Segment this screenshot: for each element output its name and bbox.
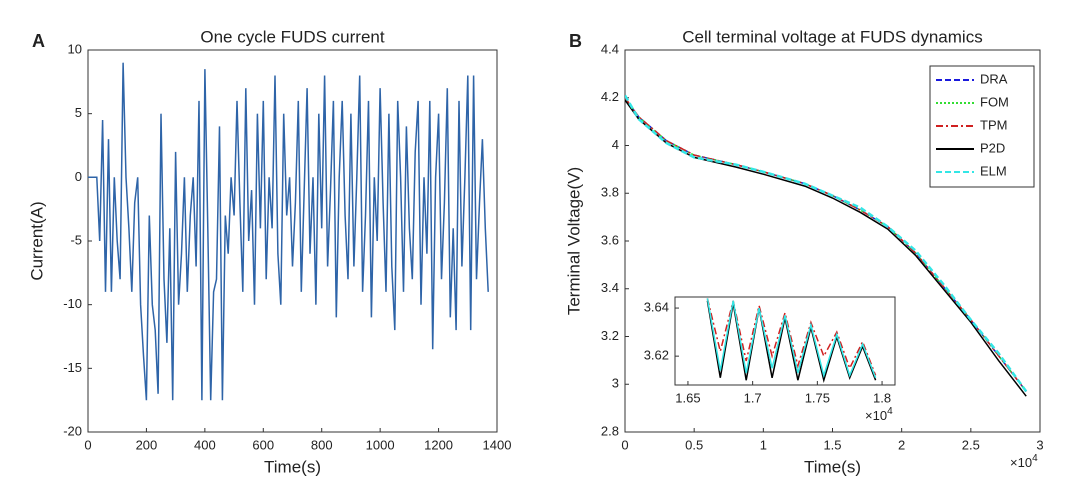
- y-tick-label: 0: [75, 169, 82, 184]
- y-tick-label: 4.2: [601, 89, 619, 104]
- y-tick-label: 10: [68, 41, 82, 56]
- legend-label: ELM: [980, 163, 1007, 178]
- panel-label: B: [569, 31, 582, 51]
- y-tick-label: 3.62: [644, 348, 669, 363]
- y-tick-label: -5: [70, 232, 82, 247]
- y-tick-label: 3.4: [601, 280, 619, 295]
- x-tick-label: 1.65: [675, 390, 700, 405]
- plot-area: [674, 296, 896, 386]
- x-multiplier-base: ×10: [1010, 455, 1032, 470]
- x-tick-label: 200: [136, 437, 158, 452]
- y-tick-label: 3.64: [644, 299, 669, 314]
- series-line: [625, 94, 1028, 393]
- x-tick-label: 1: [760, 437, 767, 452]
- y-tick-label: 3.2: [601, 328, 619, 343]
- legend-label: FOM: [980, 94, 1009, 109]
- x-tick-label: 400: [194, 437, 216, 452]
- x-axis-label: Time(s): [804, 457, 861, 476]
- x-axis-label: Time(s): [264, 457, 321, 476]
- x-tick-label: 3: [1036, 437, 1043, 452]
- x-tick-label: 2.5: [962, 437, 980, 452]
- y-tick-label: 4.4: [601, 41, 619, 56]
- x-tick-label: 0.5: [685, 437, 703, 452]
- x-multiplier-exponent: 4: [887, 406, 893, 417]
- x-tick-label: 1000: [366, 437, 395, 452]
- x-tick-label: 800: [311, 437, 333, 452]
- x-multiplier-exponent: 4: [1032, 453, 1038, 464]
- x-multiplier: ×104: [1010, 453, 1038, 471]
- y-tick-label: -20: [63, 423, 82, 438]
- x-tick-label: 1.7: [744, 390, 762, 405]
- y-tick-label: 3.6: [601, 232, 619, 247]
- x-tick-label: 1400: [483, 437, 512, 452]
- y-tick-label: 3.8: [601, 185, 619, 200]
- series-line: [706, 298, 877, 379]
- legend-label: P2D: [980, 140, 1005, 155]
- legend-label: TPM: [980, 117, 1007, 132]
- chart-title: Cell terminal voltage at FUDS dynamics: [682, 27, 982, 46]
- y-tick-label: -15: [63, 360, 82, 375]
- x-tick-label: 1.8: [873, 390, 891, 405]
- y-tick-label: 4: [612, 137, 619, 152]
- y-axis-label: Current(A): [27, 201, 46, 280]
- x-tick-label: 1.5: [823, 437, 841, 452]
- legend-label: DRA: [980, 71, 1008, 86]
- x-tick-label: 1.75: [805, 390, 830, 405]
- x-tick-label: 0: [84, 437, 91, 452]
- x-tick-label: 1200: [424, 437, 453, 452]
- y-axis-label: Terminal Voltage(V): [564, 167, 583, 315]
- chart-title: One cycle FUDS current: [200, 27, 384, 46]
- y-tick-label: 3: [612, 376, 619, 391]
- x-tick-label: 2: [898, 437, 905, 452]
- x-multiplier-base: ×10: [865, 408, 887, 423]
- y-tick-label: 5: [75, 105, 82, 120]
- series-line: [88, 62, 489, 401]
- x-tick-label: 0: [621, 437, 628, 452]
- y-tick-label: -10: [63, 296, 82, 311]
- x-tick-label: 600: [252, 437, 274, 452]
- x-multiplier: ×104: [865, 406, 893, 424]
- panel-label: A: [32, 31, 45, 51]
- y-tick-label: 2.8: [601, 423, 619, 438]
